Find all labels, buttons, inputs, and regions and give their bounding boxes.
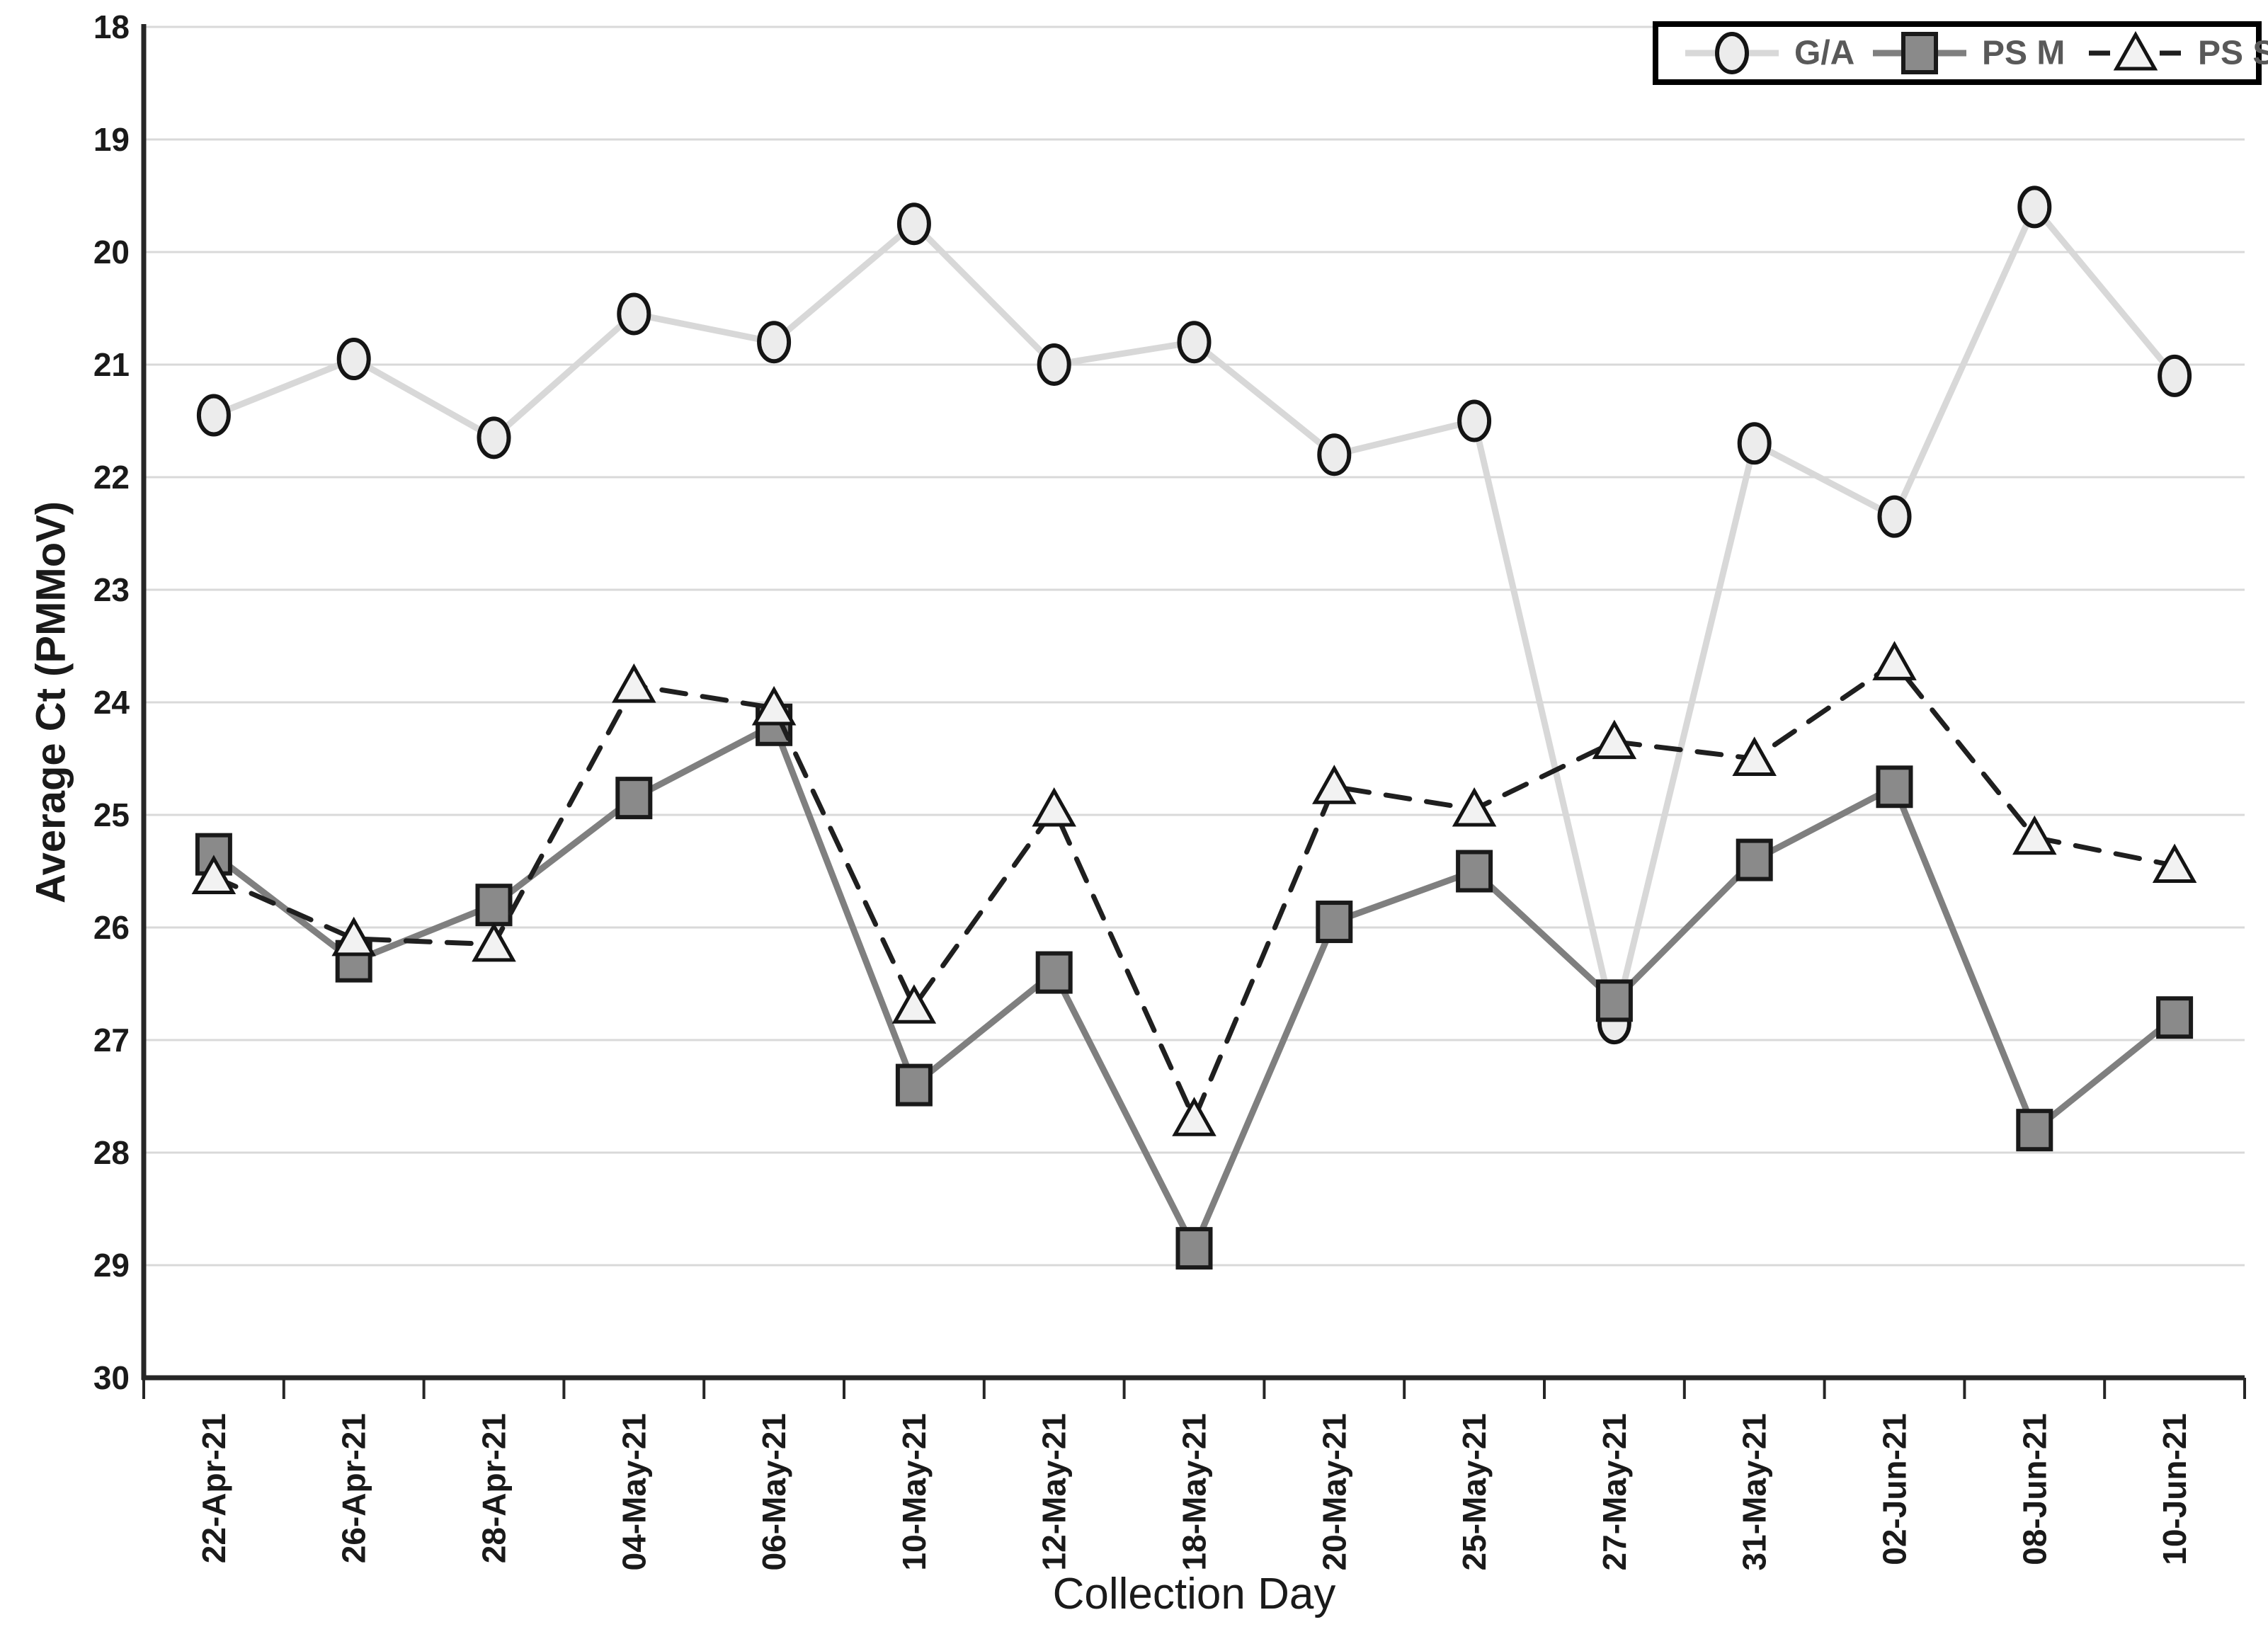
triangle-marker <box>1592 719 1637 760</box>
circle-marker <box>2017 185 2052 229</box>
square-marker <box>1316 901 1353 944</box>
y-tick-label: 26 <box>93 909 130 946</box>
legend-box <box>1653 21 2262 85</box>
legend-label: PS S <box>2198 35 2268 72</box>
x-tick-label: 10-May-21 <box>896 1413 933 1570</box>
circle-marker <box>1317 433 1352 476</box>
y-tick-label: 20 <box>93 234 130 270</box>
series-layer <box>191 185 2197 1270</box>
series-ps-s <box>191 641 2197 1136</box>
circle-marker <box>1457 399 1492 442</box>
circle-marker <box>617 292 651 336</box>
x-tick-label: 27-May-21 <box>1596 1413 1633 1570</box>
x-axis-title: Collection Day <box>1053 1570 1336 1618</box>
triangle-marker <box>1172 1097 1216 1136</box>
triangle-marker <box>891 984 937 1024</box>
y-tick-label: 27 <box>93 1022 130 1058</box>
y-axis-title: Average Ct (PMMoV) <box>28 501 74 903</box>
y-tick-label: 25 <box>93 796 130 833</box>
series-ps-m <box>195 703 2194 1270</box>
y-tick-label: 21 <box>93 346 130 383</box>
legend-item-ps-s: PS S <box>2089 30 2268 72</box>
axis-label-layer: 18 19 20 21 22 23 24 25 26 27 28 29 30 22-Apr-21 26-Ap… <box>28 8 2194 1618</box>
circle-marker <box>1737 422 1772 465</box>
circle-marker <box>1877 495 1912 538</box>
x-tick-label: 25-May-21 <box>1456 1413 1493 1570</box>
y-tick-label: 18 <box>93 8 130 45</box>
circle-marker <box>336 338 371 381</box>
triangle-marker <box>472 922 516 962</box>
x-tick-label: 31-May-21 <box>1736 1413 1773 1570</box>
triangle-marker <box>2152 843 2197 884</box>
circle-marker <box>477 416 511 459</box>
square-marker <box>1035 951 1073 994</box>
x-tick-label: 04-May-21 <box>615 1413 652 1570</box>
x-tick-label: 08-Jun-21 <box>2016 1413 2053 1565</box>
triangle-marker <box>612 663 656 703</box>
circle-marker <box>196 394 231 437</box>
x-tick-label: 02-Jun-21 <box>1876 1413 1913 1565</box>
triangle-marker <box>751 685 797 726</box>
triangle-marker <box>1032 787 1076 827</box>
square-marker <box>2156 996 2194 1039</box>
circle-marker <box>1177 321 1212 364</box>
y-tick-label: 28 <box>93 1134 130 1171</box>
triangle-marker <box>1452 787 1497 827</box>
square-marker <box>895 1063 933 1107</box>
legend-item-g-a: G/A <box>1685 32 1854 74</box>
y-tick-label: 19 <box>93 121 130 158</box>
triangle-marker <box>1872 641 1917 680</box>
x-tick-label: 22-Apr-21 <box>195 1413 232 1563</box>
square-marker <box>1901 32 1938 74</box>
circle-marker <box>1715 32 1749 74</box>
legend-label: PS M <box>1982 35 2065 72</box>
x-tick-label: 06-May-21 <box>756 1413 792 1570</box>
gridline-layer <box>144 25 2245 1267</box>
x-tick-label: 12-May-21 <box>1036 1413 1073 1570</box>
square-marker <box>615 777 653 820</box>
triangle-marker <box>191 855 237 894</box>
x-tick-label: 18-May-21 <box>1176 1413 1213 1570</box>
circle-marker <box>1037 343 1071 386</box>
x-tick-label: 10-Jun-21 <box>2156 1413 2193 1565</box>
axis-layer <box>141 24 2246 1399</box>
square-marker <box>1595 979 1633 1022</box>
square-marker <box>1876 765 1913 809</box>
square-marker <box>475 884 513 927</box>
y-tick-label: 23 <box>93 571 130 608</box>
triangle-marker <box>1732 736 1777 776</box>
triangle-marker <box>2113 30 2158 71</box>
square-marker <box>1736 838 1773 881</box>
square-marker <box>1175 1227 1213 1270</box>
circle-marker <box>2158 354 2192 397</box>
triangle-marker <box>1312 765 1357 804</box>
x-tick-label: 28-Apr-21 <box>476 1413 513 1563</box>
square-marker <box>2016 1109 2053 1152</box>
x-tick-label: 26-Apr-21 <box>336 1413 372 1563</box>
y-tick-label: 29 <box>93 1247 130 1284</box>
y-tick-label: 22 <box>93 459 130 496</box>
circle-marker <box>896 202 931 246</box>
y-tick-label: 30 <box>93 1359 130 1396</box>
series-g-a <box>196 185 2192 1045</box>
legend: G/A PS M PS S <box>1653 21 2268 85</box>
legend-label: G/A <box>1794 35 1854 72</box>
triangle-marker <box>331 916 376 956</box>
triangle-marker <box>2012 815 2057 855</box>
x-tick-label: 20-May-21 <box>1316 1413 1352 1570</box>
y-tick-label: 24 <box>93 684 130 721</box>
square-marker <box>1456 850 1493 893</box>
legend-item-ps-m: PS M <box>1873 32 2065 74</box>
circle-marker <box>757 321 792 364</box>
